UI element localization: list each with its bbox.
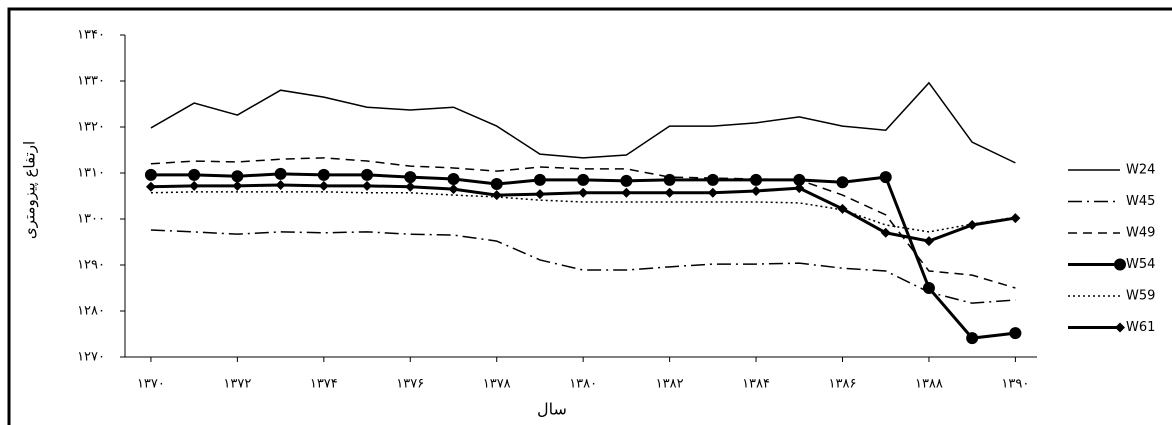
x-tick-label: ۱۳۷۸ [483,377,511,392]
marker [750,173,763,186]
y-tick-label: ۱۳۱۰ [77,166,105,181]
x-axis-title: سال [537,400,567,419]
marker [318,180,329,191]
y-tick-label: ۱۲۹۰ [77,258,105,273]
series-line [150,81,1016,164]
marker [490,178,503,191]
legend-label: W54 [1126,257,1155,272]
x-tick-label: ۱۳۸۶ [829,377,857,392]
legend-label: W45 [1126,194,1155,209]
marker [491,190,502,201]
marker [577,173,590,186]
x-tick-label: ۱۳۷۰ [137,377,165,392]
marker [274,167,287,180]
x-tick-label: ۱۳۸۰ [569,377,597,392]
y-tick-label: ۱۲۷۰ [77,350,105,365]
series-line [150,229,1016,304]
marker [751,185,762,196]
marker [145,181,156,192]
y-tick-label: ۱۲۸۰ [77,304,105,319]
marker [317,168,330,181]
marker [362,180,373,191]
marker [880,227,891,238]
marker [621,187,632,198]
marker [1114,258,1126,271]
frame [7,7,1172,425]
x-tick-label: ۱۳۷۴ [310,377,338,392]
x-tick-label: ۱۳۸۸ [915,377,943,392]
marker [1010,213,1021,224]
marker [188,168,201,181]
marker [1009,327,1022,340]
marker [793,173,806,186]
marker [361,168,374,181]
marker [620,174,633,187]
legend-label: W59 [1126,289,1155,304]
marker [275,179,286,190]
marker [404,171,417,184]
y-tick-label: ۱۳۳۰ [77,74,105,89]
marker [664,187,675,198]
marker [922,282,935,294]
series-line [150,157,1016,289]
y-tick-label: ۱۳۴۰ [77,28,105,43]
marker [232,180,243,191]
x-tick-label: ۱۳۸۴ [742,377,770,392]
y-axis-title: ارتفاع پیزومتری [21,141,40,239]
marker [837,203,848,214]
series-line [150,172,1016,340]
marker [836,176,849,189]
y-tick-label: ۱۳۰۰ [77,212,105,227]
x-tick-label: ۱۳۸۲ [656,377,684,392]
marker [707,187,718,198]
legend-label: W24 [1126,163,1155,178]
marker [447,172,460,185]
marker [923,236,934,247]
marker [534,189,545,200]
y-tick-label: ۱۳۲۰ [77,120,105,135]
series-line [150,191,1016,233]
x-tick-label: ۱۳۷۲ [223,377,251,392]
marker [967,219,978,230]
marker [706,173,719,186]
marker [405,181,416,192]
marker [794,183,805,194]
marker [533,173,546,186]
marker [578,187,589,198]
marker [448,184,459,195]
x-tick-label: ۱۳۹۰ [1001,377,1029,392]
marker [879,171,892,184]
legend-label: W61 [1126,320,1155,335]
marker [231,170,244,183]
marker [663,173,676,186]
marker [189,180,200,191]
x-tick-label: ۱۳۷۶ [396,377,424,392]
marker [144,168,157,181]
marker [1115,322,1125,333]
legend-label: W49 [1126,226,1155,241]
marker [966,332,979,345]
